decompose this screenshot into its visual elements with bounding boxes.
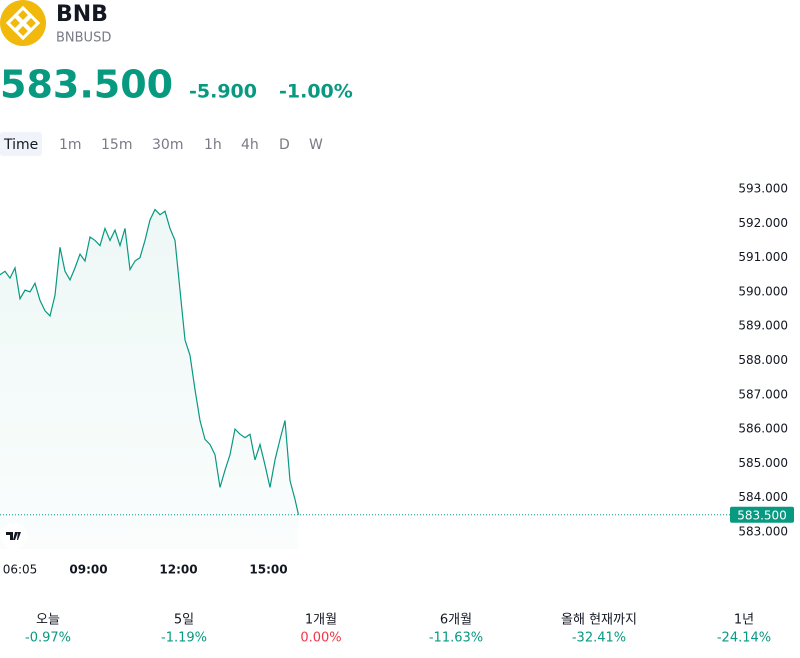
price-line <box>0 208 300 515</box>
area-fill <box>0 209 299 550</box>
last-price-box <box>730 506 794 523</box>
price-change: -5.900 <box>189 81 257 103</box>
period-label[interactable]: 5일 <box>174 613 194 628</box>
interval-tab[interactable]: 30m <box>152 137 183 153</box>
last-price-label: 583.500 <box>737 508 787 522</box>
tab-active-bg <box>0 132 42 156</box>
interval-tab[interactable]: D <box>279 137 290 153</box>
period-change: -24.14% <box>717 631 771 646</box>
performance: 오늘 -0.97% 5일 -1.19% 1개월 0.00% 6개월 -11.63% 올해 현재까… <box>25 613 771 646</box>
interval-tab[interactable]: 15m <box>101 137 132 153</box>
interval-tab[interactable]: 1m <box>59 137 82 153</box>
symbol-name: BNB <box>56 2 108 27</box>
plot: 583.000 584.000 585.000 586.000 587.000 588.0… <box>0 181 794 577</box>
period-change: -32.41% <box>572 631 626 646</box>
y-tick-label: 583.000 <box>738 524 788 538</box>
period-change: -1.19% <box>161 631 207 646</box>
period-change: 0.00% <box>300 631 341 646</box>
y-tick-label: 584.000 <box>738 490 788 504</box>
interval-tab[interactable]: 4h <box>241 137 259 153</box>
y-tick-label: 585.000 <box>738 456 788 470</box>
y-tick-label: 590.000 <box>738 284 788 298</box>
interval-tab[interactable]: 1h <box>204 137 222 153</box>
y-tick-label: 586.000 <box>738 422 788 436</box>
y-tick-label: 593.000 <box>738 181 788 195</box>
period-label[interactable]: 1개월 <box>305 613 337 628</box>
y-tick-label: 592.000 <box>738 216 788 230</box>
x-tick-label: 09:00 <box>69 563 107 577</box>
y-tick-label: 588.000 <box>738 353 788 367</box>
last-price: 583.500 <box>0 63 173 107</box>
y-tick-label: 591.000 <box>738 250 788 264</box>
period-label[interactable]: 오늘 <box>36 613 60 628</box>
period-label[interactable]: 6개월 <box>440 613 472 628</box>
symbol-ticker: BNBUSD <box>56 31 111 46</box>
interval-tabs: Time 1m 15m 30m 1h 4h D W <box>0 132 323 156</box>
period-change: -0.97% <box>25 631 71 646</box>
logo <box>0 0 46 46</box>
period-label[interactable]: 1년 <box>734 613 754 628</box>
price-change-percent: -1.00% <box>279 81 353 103</box>
y-tick-label: 589.000 <box>738 319 788 333</box>
period-change: -11.63% <box>429 631 483 646</box>
x-tick-label: 06:05 <box>3 563 38 577</box>
tv-logo <box>1 523 27 549</box>
interval-tab[interactable]: W <box>309 137 323 153</box>
x-tick-label: 15:00 <box>249 563 287 577</box>
period-label[interactable]: 올해 현재까지 <box>561 613 637 628</box>
interval-tab[interactable]: Time <box>3 137 38 153</box>
x-tick-label: 12:00 <box>159 563 197 577</box>
y-tick-label: 587.000 <box>738 387 788 401</box>
